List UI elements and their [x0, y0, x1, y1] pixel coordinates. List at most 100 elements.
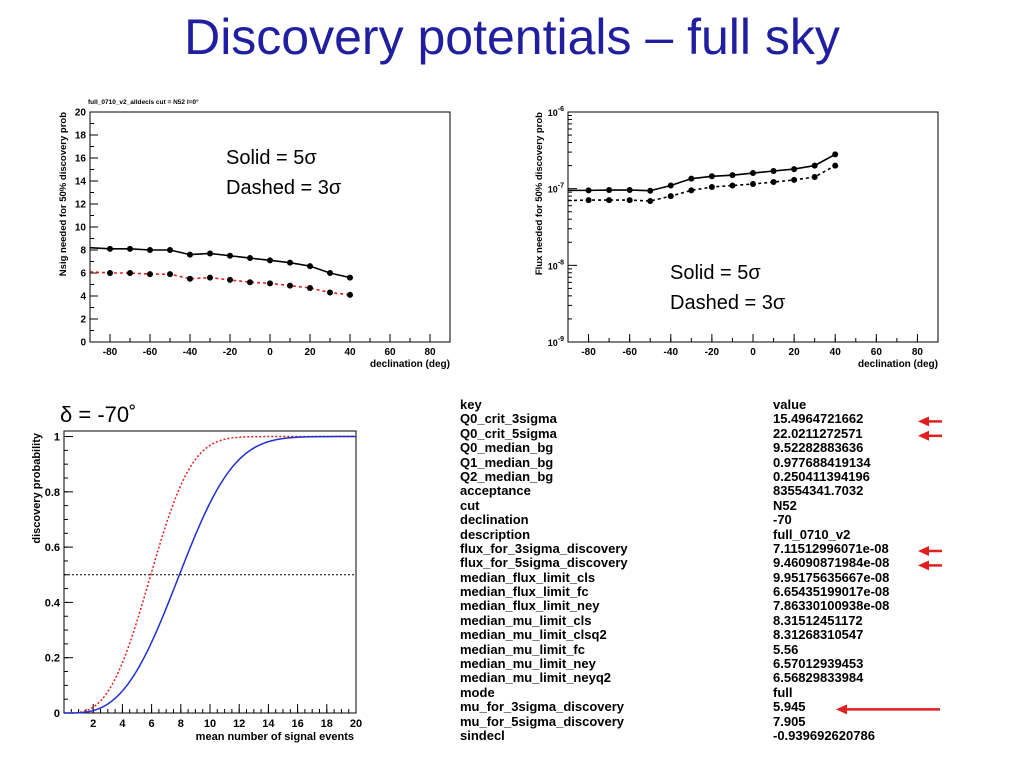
chart-title: full_0710_v2_alldecls cut = N52 l=0° [88, 98, 199, 106]
data-point [227, 276, 233, 283]
data-point [606, 197, 613, 204]
row-value: 7.905 [773, 713, 806, 729]
row-value: full [773, 684, 793, 700]
y-tick-label: 20 [75, 108, 87, 119]
table-header-row: key value [460, 397, 980, 412]
y-tick-label: 12 [75, 200, 87, 211]
row-key: median_mu_limit_fc [460, 641, 585, 657]
data-point [127, 270, 133, 276]
data-point [585, 187, 592, 194]
x-tick-label: 40 [830, 347, 842, 358]
row-key: mu_for_5sigma_discovery [460, 713, 625, 729]
y-tick-label: 2 [80, 315, 86, 326]
table-row: median_mu_limit_cls 8.31512451172 [460, 613, 980, 628]
data-point [167, 271, 173, 278]
data-point [688, 187, 695, 194]
row-value: 9.46090871984e-08 [773, 555, 890, 571]
data-point [626, 197, 633, 204]
slide-title: Discovery potentials – full sky [184, 9, 840, 65]
x-tick-label: 60 [871, 347, 883, 358]
data-point [708, 184, 715, 191]
data-point [811, 173, 818, 180]
table-row: median_mu_limit_clsq2 8.31268310547 [460, 627, 980, 642]
data-point [606, 187, 613, 194]
x-tick-label: 8 [178, 718, 184, 730]
key-value-table: key value Q0_crit_3sigma 15.4964721662 Q0_… [460, 397, 980, 743]
data-point [187, 275, 193, 282]
x-tick-label: 80 [424, 347, 436, 358]
row-value: 9.52282883636 [773, 440, 864, 456]
data-point [708, 173, 715, 180]
x-tick-label: 2 [90, 718, 96, 730]
nsig-chart: full_0710_v2_alldecls cut = N52 l=0° 0 2 4 6… [58, 98, 451, 370]
row-value: -70 [773, 512, 792, 528]
series-line-solid [89, 246, 351, 279]
table-row: median_flux_limit_fc 6.65435199017e-08 [460, 584, 980, 600]
data-point [770, 167, 777, 174]
table-row: mu_for_5sigma_discovery 7.905 [460, 713, 980, 729]
data-point [585, 197, 592, 204]
x-tick-label: 16 [291, 718, 303, 730]
x-axis-label: mean number of signal events [196, 731, 354, 743]
x-tick-label: 12 [233, 718, 245, 730]
x-tick-label: -60 [143, 347, 158, 358]
x-tick-label: 20 [350, 718, 362, 730]
data-point [287, 282, 293, 289]
table-row: flux_for_5sigma_discovery 9.46090871984e-… [460, 555, 980, 571]
row-key: Q1_median_bg [460, 454, 554, 470]
data-point [107, 270, 113, 276]
row-key: Q0_median_bg [460, 440, 554, 456]
series-line-dashed [89, 271, 351, 296]
x-tick-label: -40 [664, 347, 679, 358]
x-tick-label: -80 [581, 347, 596, 358]
x-tick-label: 40 [344, 347, 356, 358]
legend-box-1: Solid = 5σ Dashed = 3σ [226, 143, 341, 203]
x-tick-label: 18 [321, 718, 333, 730]
y-tick-label: 10-9 [548, 336, 564, 348]
series-line-dashed [567, 164, 836, 202]
data-point [811, 162, 818, 169]
data-point [832, 151, 839, 158]
table-row: sindecl -0.939692620786 [460, 727, 980, 743]
probability-curve-solid [64, 435, 357, 714]
x-tick-label: 4 [119, 718, 126, 730]
table-row: median_mu_limit_neyq2 6.56829833984 [460, 671, 980, 686]
data-point [729, 172, 736, 179]
key-header: key [460, 397, 482, 412]
data-point [770, 179, 777, 186]
row-value: 9.95175635667e-08 [773, 569, 890, 585]
data-point [327, 289, 333, 296]
data-point [729, 182, 736, 189]
x-tick-label: -20 [705, 347, 720, 358]
row-value: 0.250411394196 [773, 468, 870, 484]
y-axis-label: Nsig needed for 50% discovery prob [58, 112, 69, 276]
row-key: declination [460, 512, 529, 528]
data-point [832, 162, 839, 169]
x-tick-label: -20 [223, 347, 238, 358]
data-point [750, 170, 756, 177]
data-point [307, 284, 313, 291]
data-point [287, 259, 293, 266]
row-key: Q2_median_bg [460, 468, 554, 484]
x-tick-label: -80 [103, 347, 118, 358]
data-point [750, 181, 756, 188]
y-tick-label: 18 [75, 131, 87, 142]
row-value: 6.65435199017e-08 [773, 584, 890, 600]
flux-chart: 10-9 10-8 10-7 10-6 -80 -60 -40 -20 0 20 40 60 80dec… [534, 106, 939, 370]
table-row: flux_for_3sigma_discovery 7.11512996071e-… [460, 541, 980, 556]
y-axis-label: discovery probability [31, 432, 43, 544]
data-point [207, 250, 213, 257]
table-row: mode full [460, 684, 980, 700]
y-tick-label: 0 [54, 708, 60, 720]
data-point [667, 193, 674, 200]
y-tick-label: 1 [54, 432, 60, 444]
y-tick-label: 4 [80, 292, 86, 303]
legend-box-2: Solid = 5σ Dashed = 3σ [670, 258, 785, 318]
y-tick-label: 0.2 [45, 653, 60, 665]
x-tick-label: 0 [267, 347, 273, 358]
declination-label: δ = -70˚ [60, 402, 137, 427]
data-point [307, 263, 313, 270]
table-row: median_mu_limit_ney 6.57012939453 [460, 656, 980, 671]
row-key: sindecl [460, 727, 505, 743]
